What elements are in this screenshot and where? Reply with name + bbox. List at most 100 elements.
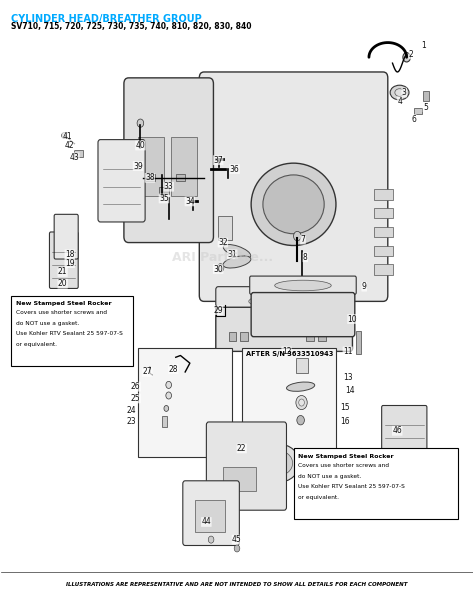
Text: 45: 45: [232, 535, 242, 544]
Text: 33: 33: [164, 182, 173, 191]
Text: 24: 24: [126, 405, 136, 415]
Circle shape: [62, 132, 66, 138]
Bar: [296, 358, 308, 373]
Text: 7: 7: [301, 235, 305, 244]
Bar: [318, 332, 326, 342]
FancyBboxPatch shape: [199, 72, 388, 301]
Circle shape: [164, 405, 169, 411]
Text: 31: 31: [228, 250, 237, 259]
Text: Use Kohler RTV Sealant 25 597-07-S: Use Kohler RTV Sealant 25 597-07-S: [16, 332, 122, 336]
Text: 18: 18: [65, 250, 74, 259]
Text: Covers use shorter screws and: Covers use shorter screws and: [298, 463, 389, 468]
Circle shape: [403, 53, 410, 62]
Text: or equivalent.: or equivalent.: [298, 495, 339, 500]
Text: 38: 38: [145, 173, 155, 183]
Text: 13: 13: [343, 374, 353, 382]
Bar: [145, 174, 155, 181]
Ellipse shape: [257, 444, 300, 482]
Text: New Stamped Steel Rocker: New Stamped Steel Rocker: [16, 301, 111, 306]
Bar: [414, 108, 422, 114]
Text: 22: 22: [237, 444, 246, 453]
Text: 10: 10: [347, 314, 357, 323]
Text: 15: 15: [340, 402, 350, 412]
Bar: [242, 349, 336, 457]
Bar: [240, 332, 248, 342]
Text: CYLINDER HEAD/BREATHER GROUP: CYLINDER HEAD/BREATHER GROUP: [11, 14, 201, 24]
Text: 4: 4: [397, 97, 402, 106]
Circle shape: [293, 232, 301, 241]
Text: 14: 14: [345, 387, 355, 395]
Text: New Stamped Steel Rocker: New Stamped Steel Rocker: [298, 454, 394, 459]
Text: 9: 9: [362, 282, 367, 291]
Bar: [162, 416, 167, 427]
Text: 32: 32: [218, 238, 228, 247]
Bar: [223, 467, 256, 491]
Circle shape: [297, 415, 304, 425]
FancyBboxPatch shape: [251, 293, 355, 337]
Circle shape: [208, 536, 214, 543]
Text: 25: 25: [131, 394, 140, 403]
Text: 40: 40: [136, 141, 145, 150]
Bar: [159, 187, 169, 194]
Text: 23: 23: [126, 417, 136, 427]
Text: 29: 29: [213, 306, 223, 314]
Text: do NOT use a gasket.: do NOT use a gasket.: [298, 474, 362, 479]
Circle shape: [166, 392, 172, 399]
Text: AFTER S/N 3633510943: AFTER S/N 3633510943: [246, 351, 334, 358]
Text: 47: 47: [413, 453, 423, 462]
Circle shape: [296, 395, 307, 410]
FancyBboxPatch shape: [216, 287, 353, 316]
FancyBboxPatch shape: [54, 215, 78, 259]
Bar: [218, 216, 232, 239]
Text: 2: 2: [409, 50, 414, 59]
Text: 8: 8: [303, 253, 308, 262]
Bar: [374, 208, 392, 219]
Text: 35: 35: [159, 194, 169, 203]
Text: 20: 20: [58, 279, 67, 288]
Text: 11: 11: [343, 347, 353, 356]
Text: 17: 17: [324, 459, 334, 467]
Bar: [374, 245, 392, 256]
Text: 34: 34: [185, 197, 195, 206]
Text: do NOT use a gasket.: do NOT use a gasket.: [16, 321, 79, 326]
Text: 1: 1: [421, 41, 426, 50]
Text: 3: 3: [402, 88, 407, 97]
Text: 42: 42: [65, 141, 74, 150]
Circle shape: [417, 457, 423, 466]
Text: SV710, 715, 720, 725, 730, 735, 740, 810, 820, 830, 840: SV710, 715, 720, 725, 730, 735, 740, 810…: [11, 22, 251, 31]
Circle shape: [137, 119, 144, 127]
Ellipse shape: [263, 175, 324, 233]
Text: 46: 46: [392, 426, 402, 436]
FancyBboxPatch shape: [183, 481, 239, 545]
FancyBboxPatch shape: [206, 422, 286, 510]
Bar: [138, 349, 232, 457]
Bar: [423, 91, 429, 102]
Text: ARI PartStre...: ARI PartStre...: [173, 251, 273, 264]
FancyBboxPatch shape: [382, 405, 427, 462]
Text: 27: 27: [143, 368, 152, 376]
Bar: [171, 137, 197, 196]
Ellipse shape: [395, 89, 404, 96]
Bar: [228, 332, 236, 342]
Text: 30: 30: [213, 265, 223, 274]
Bar: [138, 137, 164, 196]
Text: BEFORE S/N 3633510942: BEFORE S/N 3633510942: [39, 351, 132, 358]
Text: 16: 16: [340, 417, 350, 427]
Ellipse shape: [223, 245, 251, 258]
FancyBboxPatch shape: [49, 232, 78, 288]
Ellipse shape: [390, 85, 409, 100]
FancyBboxPatch shape: [124, 78, 213, 242]
Circle shape: [166, 381, 172, 388]
Bar: [293, 449, 458, 519]
Bar: [195, 499, 225, 532]
Text: 43: 43: [70, 152, 79, 162]
Text: Use Kohler RTV Sealant 25 597-07-S: Use Kohler RTV Sealant 25 597-07-S: [298, 484, 405, 489]
Text: Covers use shorter screws and: Covers use shorter screws and: [16, 310, 107, 315]
Ellipse shape: [251, 163, 336, 245]
Circle shape: [234, 545, 240, 552]
Text: 37: 37: [213, 155, 223, 165]
Ellipse shape: [275, 280, 331, 291]
Bar: [374, 264, 392, 275]
Ellipse shape: [264, 451, 292, 476]
Bar: [74, 150, 83, 157]
